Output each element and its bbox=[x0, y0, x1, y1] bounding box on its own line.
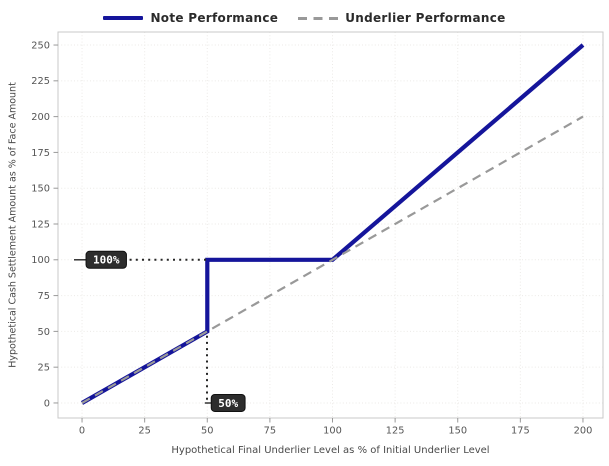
gridlines bbox=[58, 32, 603, 418]
chart-legend: Note Performance Underlier Performance bbox=[0, 8, 609, 28]
y-tick-label: 150 bbox=[31, 184, 50, 195]
annotation-50pct-label: 50% bbox=[218, 397, 238, 410]
x-tick-label: 100 bbox=[323, 426, 342, 437]
legend-label-note: Note Performance bbox=[150, 11, 279, 25]
y-tick-label: 175 bbox=[31, 148, 50, 159]
y-tick-label: 75 bbox=[38, 291, 50, 302]
x-tick-label: 25 bbox=[138, 426, 150, 437]
y-axis-label: Hypothetical Cash Settlement Amount as %… bbox=[7, 82, 19, 368]
x-tick-label: 0 bbox=[79, 426, 85, 437]
x-tick-label: 75 bbox=[264, 426, 276, 437]
note-line-swatch bbox=[103, 15, 144, 21]
x-axis-label: Hypothetical Final Underlier Level as % … bbox=[171, 445, 490, 456]
annotation-100pct-label: 100% bbox=[93, 254, 120, 267]
y-tick-label: 25 bbox=[38, 363, 50, 374]
y-tick-label: 0 bbox=[44, 398, 50, 409]
y-tick-label: 125 bbox=[31, 219, 50, 230]
annotation-50pct-box bbox=[210, 393, 246, 412]
y-tick-label: 250 bbox=[31, 40, 50, 51]
y-tick-label: 50 bbox=[38, 327, 50, 338]
y-tick-label: 225 bbox=[31, 76, 50, 87]
x-tick-label: 150 bbox=[448, 426, 467, 437]
x-tick-label: 50 bbox=[201, 426, 213, 437]
legend-item-underlier: Underlier Performance bbox=[298, 11, 505, 25]
underlier-line-swatch bbox=[298, 16, 339, 20]
x-tick-label: 200 bbox=[574, 426, 593, 437]
y-tick-label: 100 bbox=[31, 255, 50, 266]
plot-frame bbox=[57, 31, 604, 419]
axis-ticks: 0 25 50 75 100 125 150 175 200 0 25 50 75 100 125 150 17… bbox=[31, 40, 592, 436]
x-tick-label: 125 bbox=[386, 426, 405, 437]
x-tick-label: 175 bbox=[511, 426, 530, 437]
y-tick-label: 200 bbox=[31, 112, 50, 123]
annotation-100pct-box bbox=[85, 250, 127, 269]
legend-item-note: Note Performance bbox=[103, 11, 278, 25]
legend-label-underlier: Underlier Performance bbox=[345, 11, 506, 25]
plot-background bbox=[58, 32, 603, 418]
underlier-performance-line bbox=[81, 115, 584, 404]
